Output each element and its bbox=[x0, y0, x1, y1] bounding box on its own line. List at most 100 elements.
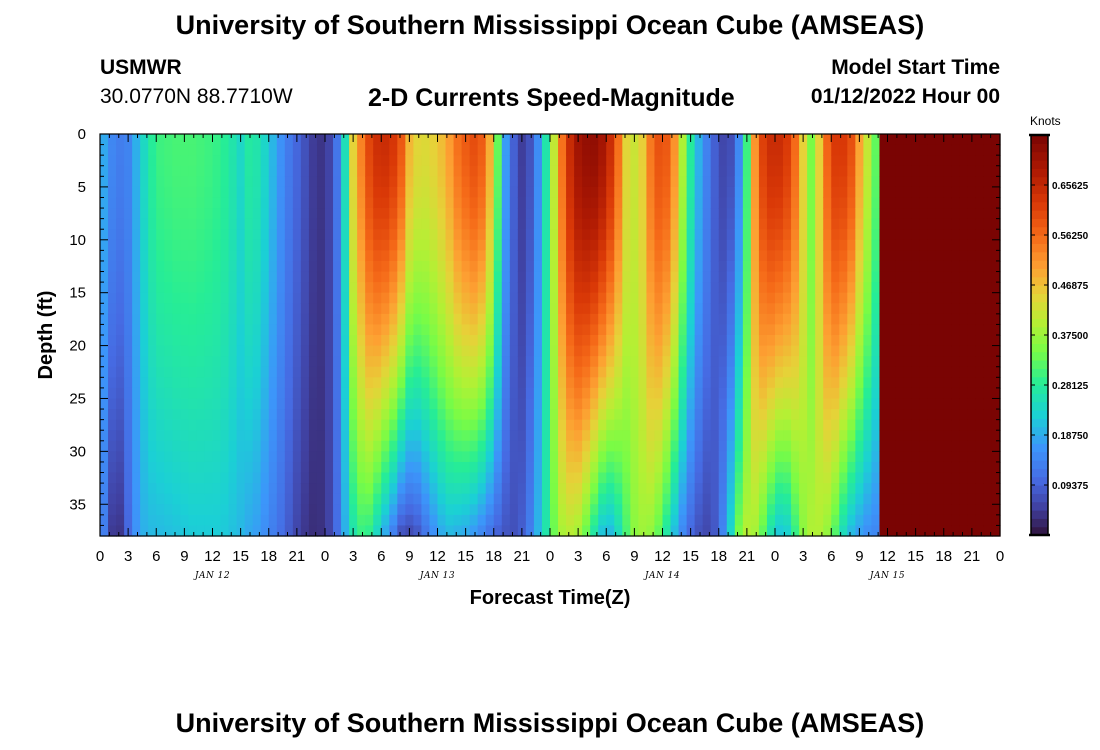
heatmap-cell bbox=[550, 186, 559, 199]
heatmap-cell bbox=[670, 451, 680, 463]
heatmap-cell bbox=[349, 303, 358, 315]
heatmap-cell bbox=[831, 186, 840, 199]
heatmap-cell bbox=[132, 461, 141, 474]
heatmap-cell bbox=[710, 493, 720, 505]
heatmap-cell bbox=[164, 345, 173, 357]
heatmap-cell bbox=[734, 239, 744, 251]
heatmap-cell bbox=[132, 260, 141, 273]
heatmap-cell bbox=[316, 493, 326, 505]
heatmap-cell bbox=[670, 176, 680, 188]
heatmap-cell bbox=[694, 387, 704, 400]
heatmap-cell bbox=[260, 186, 270, 199]
heatmap-cell bbox=[983, 239, 993, 251]
heatmap-cell bbox=[517, 292, 527, 304]
heatmap-cell bbox=[132, 229, 141, 241]
heatmap-cell bbox=[606, 197, 615, 209]
heatmap-cell bbox=[831, 303, 840, 315]
heatmap-cell bbox=[517, 409, 527, 421]
heatmap-cell bbox=[501, 165, 511, 177]
heatmap-cell bbox=[164, 260, 173, 273]
heatmap-cell bbox=[871, 250, 881, 262]
heatmap-cell bbox=[373, 324, 382, 336]
heatmap-cell bbox=[831, 313, 840, 326]
heatmap-cell bbox=[927, 409, 937, 421]
heatmap-cell bbox=[766, 303, 776, 315]
heatmap-cell bbox=[421, 250, 431, 262]
heatmap-cell bbox=[718, 419, 728, 431]
heatmap-cell bbox=[244, 419, 254, 431]
heatmap-cell bbox=[525, 144, 535, 156]
heatmap-cell bbox=[983, 134, 993, 146]
heatmap-cell bbox=[541, 514, 551, 527]
heatmap-cell bbox=[895, 345, 905, 357]
heatmap-cell bbox=[453, 493, 463, 505]
heatmap-cell bbox=[429, 250, 439, 262]
heatmap-cell bbox=[606, 324, 615, 336]
heatmap-cell bbox=[100, 303, 109, 315]
heatmap-cell bbox=[558, 313, 567, 326]
heatmap-cell bbox=[341, 419, 350, 431]
heatmap-cell bbox=[156, 387, 165, 400]
heatmap-cell bbox=[943, 461, 953, 474]
heatmap-cell bbox=[485, 461, 495, 474]
heatmap-cell bbox=[694, 419, 704, 431]
heatmap-cell bbox=[477, 440, 487, 452]
heatmap-cell bbox=[622, 313, 631, 326]
heatmap-cell bbox=[220, 483, 230, 495]
heatmap-cell bbox=[574, 398, 583, 410]
heatmap-cell bbox=[349, 292, 358, 304]
heatmap-cell bbox=[903, 409, 913, 421]
heatmap-cell bbox=[622, 451, 631, 463]
heatmap-cell bbox=[975, 356, 985, 368]
heatmap-cell bbox=[228, 409, 238, 421]
heatmap-cell bbox=[710, 504, 720, 516]
heatmap-cell bbox=[236, 493, 246, 505]
heatmap-cell bbox=[469, 197, 479, 209]
heatmap-cell bbox=[333, 303, 342, 315]
heatmap-cell bbox=[726, 208, 736, 220]
heatmap-cell bbox=[180, 218, 189, 230]
heatmap-cell bbox=[188, 313, 198, 326]
heatmap-cell bbox=[927, 356, 937, 368]
heatmap-cell bbox=[124, 335, 133, 347]
heatmap-cell bbox=[766, 282, 776, 294]
heatmap-cell bbox=[108, 514, 117, 527]
heatmap-cell bbox=[325, 409, 334, 421]
heatmap-cell bbox=[437, 313, 447, 326]
heatmap-cell bbox=[702, 239, 712, 251]
heatmap-cell bbox=[308, 324, 318, 336]
heatmap-cell bbox=[276, 451, 286, 463]
heatmap-cell bbox=[164, 218, 173, 230]
heatmap-cell bbox=[662, 440, 672, 452]
heatmap-cell bbox=[815, 335, 824, 347]
heatmap-cell bbox=[525, 440, 535, 452]
heatmap-cell bbox=[678, 229, 688, 241]
heatmap-cell bbox=[124, 493, 133, 505]
heatmap-cell bbox=[694, 239, 704, 251]
heatmap-cell bbox=[220, 493, 230, 505]
heatmap-cell bbox=[212, 451, 222, 463]
heatmap-cell bbox=[943, 398, 953, 410]
heatmap-cell bbox=[124, 345, 133, 357]
heatmap-cell bbox=[437, 514, 447, 527]
heatmap-cell bbox=[413, 387, 423, 400]
heatmap-cell bbox=[405, 461, 414, 474]
heatmap-cell bbox=[405, 451, 414, 463]
heatmap-cell bbox=[204, 387, 214, 400]
heatmap-cell bbox=[485, 134, 495, 146]
heatmap-cell bbox=[654, 366, 664, 378]
heatmap-cell bbox=[871, 239, 881, 251]
heatmap-cell bbox=[100, 366, 109, 378]
heatmap-cell bbox=[517, 356, 527, 368]
heatmap-cell bbox=[517, 419, 527, 431]
heatmap-cell bbox=[365, 514, 374, 527]
heatmap-cell bbox=[959, 409, 969, 421]
heatmap-cell bbox=[702, 514, 712, 527]
heatmap-cell bbox=[260, 282, 270, 294]
heatmap-cell bbox=[927, 472, 937, 484]
heatmap-cell bbox=[847, 260, 856, 273]
heatmap-cell bbox=[983, 197, 993, 209]
heatmap-cell bbox=[646, 282, 656, 294]
heatmap-cell bbox=[276, 282, 286, 294]
heatmap-cell bbox=[927, 271, 937, 283]
